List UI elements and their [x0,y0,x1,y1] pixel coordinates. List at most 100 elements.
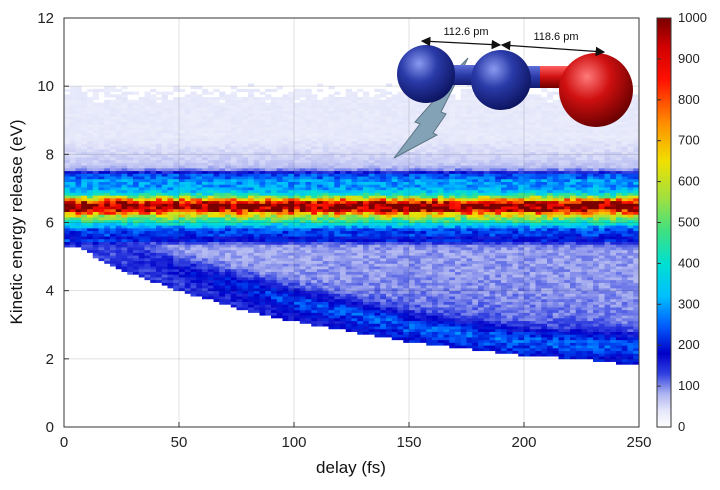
heatmap-cell [144,140,151,144]
heatmap-cell [248,151,255,155]
heatmap-cell [426,211,433,215]
heatmap-cell [282,255,289,259]
heatmap-cell [190,91,197,95]
heatmap-cell [202,110,209,114]
heatmap-cell [380,260,387,264]
heatmap-cell [75,97,82,101]
heatmap-cell [64,208,71,212]
heatmap-cell [253,208,260,212]
heatmap-cell [414,260,421,264]
heatmap-cell [282,140,289,144]
heatmap-cell [242,241,249,245]
heatmap-cell [225,110,232,114]
heatmap-cell [138,165,145,169]
heatmap-cell [380,334,387,338]
heatmap-cell [317,197,324,202]
heatmap-cell [225,127,232,131]
heatmap-cell [207,154,214,158]
heatmap-cell [156,159,163,163]
heatmap-cell [340,97,347,101]
heatmap-cell [363,260,370,264]
heatmap-cell [340,192,347,196]
heatmap-cell [87,105,94,109]
heatmap-cell [156,102,163,106]
heatmap-cell [397,129,404,133]
heatmap-cell [420,317,427,322]
heatmap-cell [213,140,220,144]
heatmap-cell [81,203,88,207]
heatmap-cell [334,260,341,264]
heatmap-cell [386,200,393,204]
heatmap-cell [380,266,387,270]
heatmap-cell [363,143,370,147]
heatmap-cell [64,140,71,144]
heatmap-cell [104,94,111,98]
heatmap-cell [167,132,174,136]
heatmap-cell [69,154,76,158]
heatmap-cell [219,301,226,305]
heatmap-cell [248,233,255,237]
heatmap-cell [397,287,404,292]
heatmap-cell [299,110,306,114]
heatmap-cell [213,282,220,286]
heatmap-cell [248,159,255,163]
heatmap-cell [317,167,324,172]
heatmap-cell [426,307,433,311]
heatmap-cell [144,268,151,272]
heatmap-cell [265,298,272,302]
heatmap-cell [328,241,335,245]
heatmap-cell [69,211,76,215]
heatmap-cell [161,233,168,237]
heatmap-cell [386,127,393,131]
heatmap-cell [259,238,266,242]
heatmap-cell [288,217,295,221]
heatmap-cell [276,157,283,161]
heatmap-cell [179,137,186,142]
heatmap-cell [288,197,295,202]
heatmap-cell [253,290,260,294]
heatmap-cell [271,293,278,297]
heatmap-cell [75,197,82,202]
heatmap-cell [242,88,249,93]
heatmap-cell [156,279,163,283]
heatmap-cell [242,110,249,114]
heatmap-cell [225,99,232,103]
heatmap-cell [144,217,151,221]
heatmap-cell [420,268,427,272]
heatmap-cell [121,227,128,232]
heatmap-cell [161,121,168,125]
heatmap-cell [190,113,197,117]
heatmap-cell [351,282,358,286]
heatmap-cell [414,339,421,343]
heatmap-cell [294,132,301,136]
heatmap-cell [173,230,180,234]
heatmap-cell [276,121,283,125]
heatmap-cell [161,206,168,210]
heatmap-cell [259,277,266,281]
heatmap-cell [317,187,324,191]
heatmap-cell [391,121,398,125]
heatmap-cell [351,255,358,259]
heatmap-cell [357,304,364,308]
heatmap-cell [299,197,306,202]
heatmap-cell [81,135,88,139]
heatmap-cell [167,217,174,221]
heatmap-cell [340,214,347,218]
heatmap-cell [432,331,439,335]
heatmap-cell [213,151,220,155]
heatmap-cell [225,296,232,300]
heatmap-cell [144,178,151,182]
heatmap-cell [345,165,352,169]
heatmap-cell [253,157,260,161]
heatmap-cell [432,323,439,327]
heatmap-cell [115,241,122,245]
heatmap-cell [345,127,352,131]
heatmap-cell [311,249,318,253]
heatmap-cell [299,249,306,253]
heatmap-cell [138,146,145,150]
heatmap-cell [328,233,335,237]
heatmap-cell [311,219,318,223]
heatmap-cell [127,241,134,245]
heatmap-cell [236,107,243,112]
heatmap-cell [340,298,347,302]
